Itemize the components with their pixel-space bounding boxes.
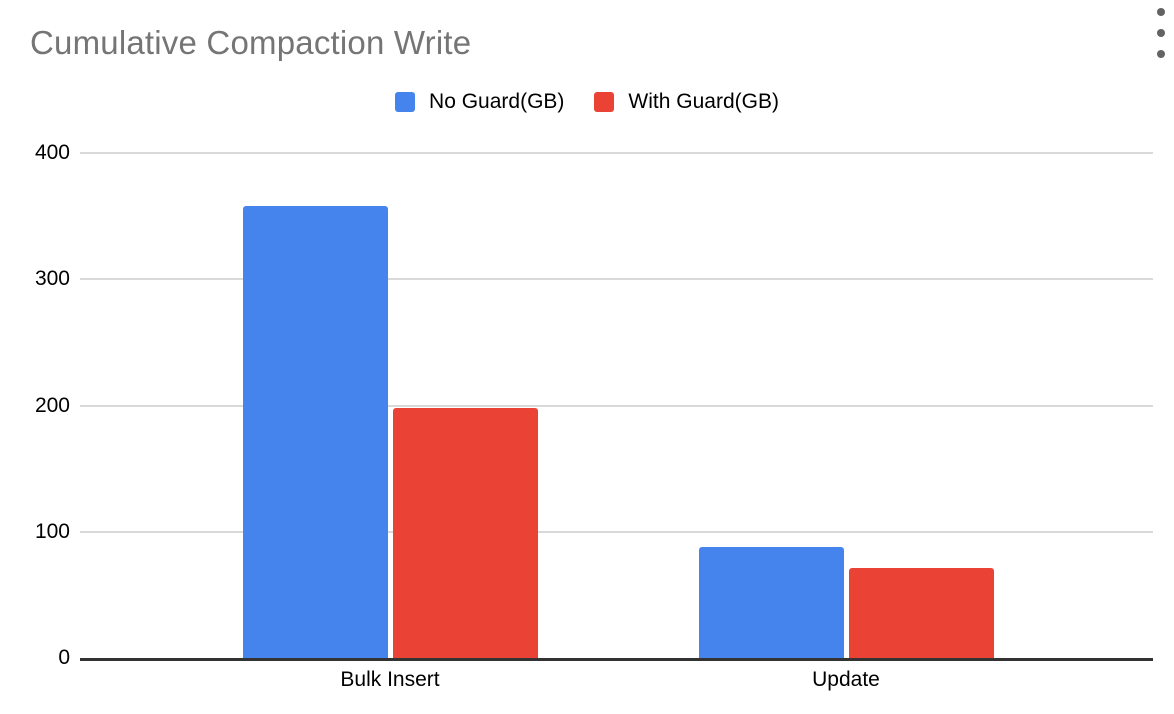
y-axis-tick-100: 100 <box>34 519 70 543</box>
gridline-300 <box>80 278 1153 281</box>
bar-with-guard-gb-bulk-insert[interactable] <box>392 408 538 658</box>
bar-no-guard-gb-bulk-insert[interactable] <box>242 206 388 658</box>
kebab-menu-icon[interactable] <box>1157 8 1165 58</box>
gridline-200 <box>80 404 1153 407</box>
chart-legend: No Guard(GB) With Guard(GB) <box>0 90 1174 114</box>
y-axis-tick-200: 200 <box>34 393 70 417</box>
kebab-dot <box>1157 29 1165 37</box>
chart-title: Cumulative Compaction Write <box>30 24 472 61</box>
y-axis-tick-400: 400 <box>34 141 70 164</box>
y-axis-tick-300: 300 <box>34 267 70 291</box>
y-axis-tick-0: 0 <box>58 646 70 669</box>
legend-swatch-red-icon <box>594 92 615 112</box>
x-axis-label-bulk-insert: Bulk Insert <box>340 668 440 691</box>
legend-label-with-guard: With Guard(GB) <box>628 90 779 113</box>
gridline-400 <box>80 152 1153 154</box>
legend-label-no-guard: No Guard(GB) <box>429 90 565 113</box>
bar-with-guard-gb-update[interactable] <box>848 568 994 658</box>
legend-item-with-guard[interactable]: With Guard(GB) <box>594 90 779 114</box>
kebab-dot <box>1157 50 1165 58</box>
plot-area <box>80 152 1153 661</box>
x-axis-label-update: Update <box>812 668 880 691</box>
gridline-100 <box>80 530 1153 533</box>
legend-swatch-blue-icon <box>395 92 416 112</box>
legend-item-no-guard[interactable]: No Guard(GB) <box>395 90 564 114</box>
bar-no-guard-gb-update[interactable] <box>698 547 844 658</box>
kebab-dot <box>1157 8 1165 16</box>
